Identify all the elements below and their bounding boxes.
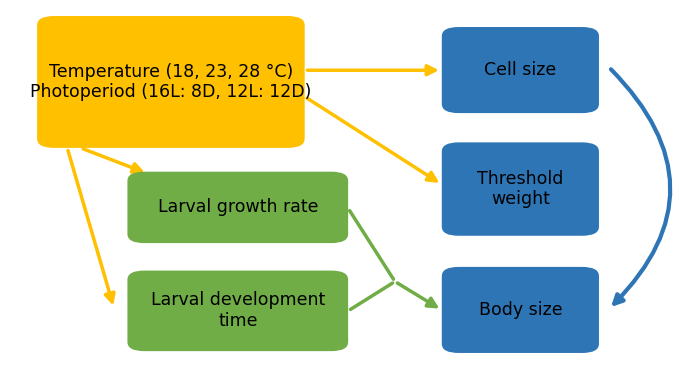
FancyBboxPatch shape [37, 16, 305, 148]
Text: Body size: Body size [479, 301, 562, 319]
Text: Threshold
weight: Threshold weight [477, 170, 564, 208]
FancyBboxPatch shape [128, 172, 348, 243]
FancyBboxPatch shape [442, 27, 599, 113]
Text: Larval growth rate: Larval growth rate [158, 199, 318, 216]
FancyBboxPatch shape [128, 270, 348, 351]
FancyBboxPatch shape [442, 267, 599, 353]
FancyBboxPatch shape [442, 142, 599, 236]
Text: Temperature (18, 23, 28 °C)
Photoperiod (16L: 8D, 12L: 12D): Temperature (18, 23, 28 °C) Photoperiod … [31, 63, 312, 101]
Text: Cell size: Cell size [484, 61, 557, 79]
Text: Larval development
time: Larval development time [151, 292, 325, 330]
